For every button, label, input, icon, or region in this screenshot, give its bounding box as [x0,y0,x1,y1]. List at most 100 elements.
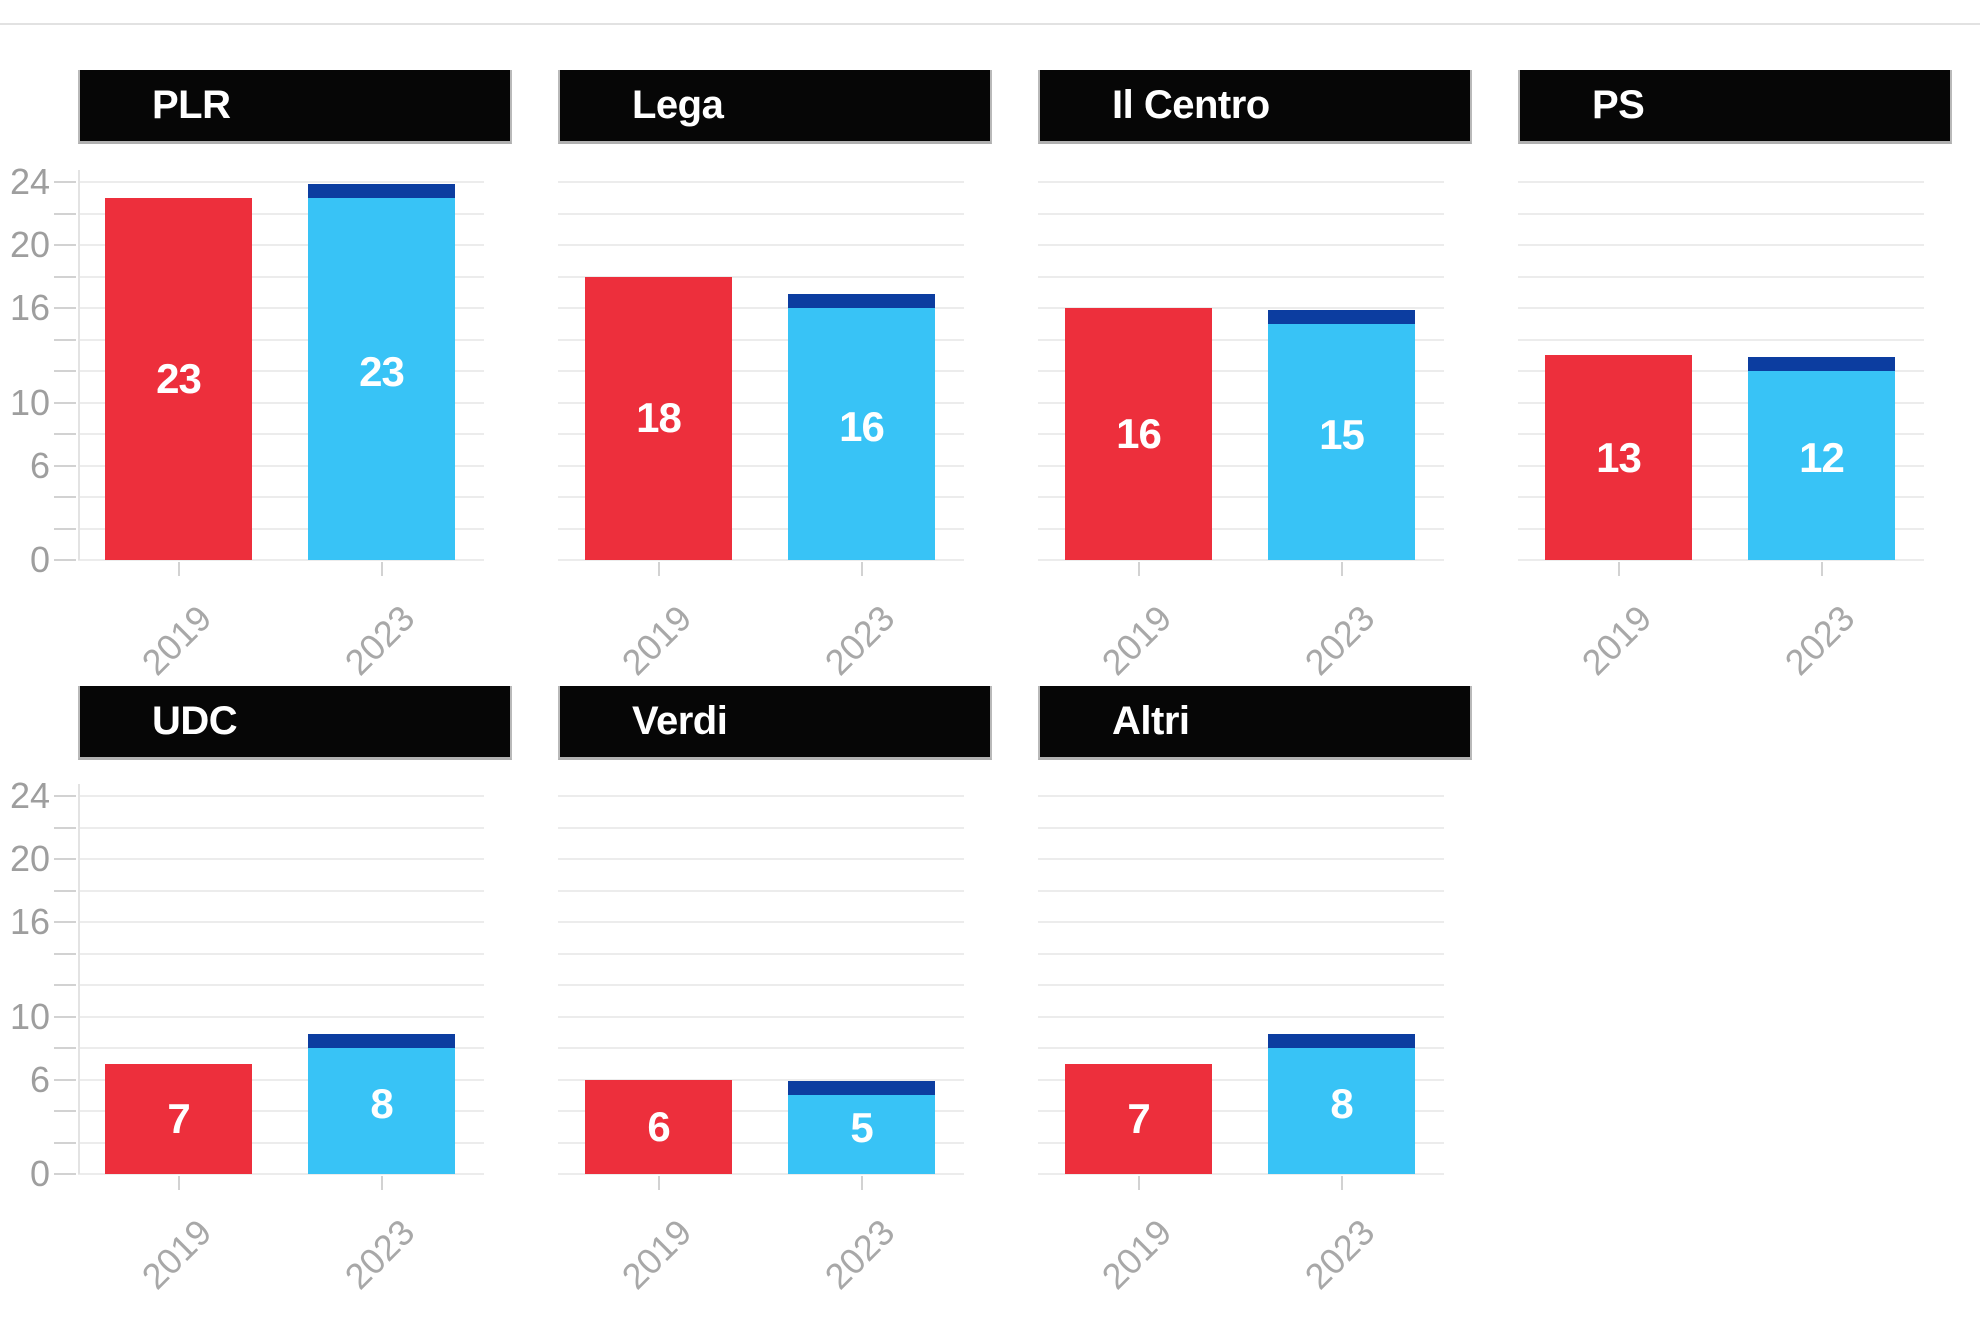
gridline [1518,401,1924,404]
y-axis-tick [54,889,76,892]
x-axis-tick [1340,562,1343,576]
x-axis-tick [177,1176,180,1190]
gridline [558,433,964,435]
bar-value-2023: 15 [1319,410,1365,458]
gridline [78,795,484,797]
gridline [558,1110,964,1112]
panel-plot: 16 15 2019 2023 [1038,166,1444,683]
y-axis-tick [54,1141,76,1144]
gridline [78,244,484,246]
gridline [1038,401,1444,404]
gridline [1038,307,1444,309]
gridline [78,370,484,372]
x-axis-tick [860,1176,863,1190]
y-axis-tick-label: 16 [9,287,50,328]
bar-2023: 15 [1268,309,1415,560]
gridline [1518,370,1924,372]
bar-2019: 23 [105,197,252,560]
x-axis-label: 2019 [1573,597,1659,683]
bar-2023: 23 [308,183,455,560]
bar-value-2023: 12 [1799,434,1845,482]
y-axis-tick-label: 6 [29,444,50,486]
y-axis-tick [54,338,76,341]
bar-2023-cap [308,1033,455,1048]
bar-value-2023: 5 [850,1103,873,1151]
y-axis-tick [54,181,76,183]
y-axis-tick [54,527,76,530]
y-axis-tick [54,1173,76,1175]
y-axis-tick [54,496,76,498]
bar-2023-cap [1268,1033,1415,1048]
gridline [78,984,484,986]
gridline [1038,1110,1444,1112]
gridline [1518,527,1924,530]
gridline [78,464,484,467]
gridline [558,370,964,372]
gridline [1038,181,1444,183]
panel-plot: 7 8 2019 2023 [1038,780,1444,1297]
gridline [558,858,964,860]
gridline [558,984,964,986]
gridline [78,307,484,309]
gridline [78,921,484,923]
bar-2019: 18 [585,276,732,560]
panel-title: UDC [152,699,238,743]
gridline [78,559,484,561]
y-axis-tick [54,275,76,278]
gridline [558,826,964,829]
bar-value-2019: 23 [156,354,202,402]
gridline [78,826,484,829]
y-axis-line [78,170,80,560]
panel-title-bar: PLR [78,70,512,144]
panel-title-bar: Lega [558,70,992,144]
bar-value-2023: 8 [1330,1079,1353,1127]
x-axis-tick [1617,562,1620,576]
gridline [558,275,964,278]
gridline [1038,889,1444,892]
x-axis-label: 2023 [1296,1211,1382,1297]
x-axis-tick [657,562,660,576]
bar-2023-cap [308,183,455,198]
gridline [78,1110,484,1112]
y-axis-tick-label: 6 [29,1058,50,1100]
gridline [558,889,964,892]
x-axis-tick [657,1176,660,1190]
gridline [1038,433,1444,435]
x-axis-label: 2023 [816,1211,902,1297]
gridline [78,1047,484,1049]
bar-2019: 13 [1545,355,1692,560]
bar-2023-cap [1268,309,1415,324]
gridline [1038,1173,1444,1175]
bar-value-2023: 8 [370,1079,393,1127]
gridline [78,433,484,435]
bar-value-2019: 6 [647,1102,670,1150]
bar-2019: 7 [1065,1063,1212,1174]
panel-title: Altri [1112,699,1190,743]
y-axis-tick-label: 10 [9,995,50,1037]
gridline [1038,338,1444,341]
panel-title: PLR [152,83,231,127]
y-axis-tick-label: 0 [29,1153,50,1194]
x-axis-tick [1137,1176,1140,1190]
gridline [1038,212,1444,215]
y-axis-tick-label: 16 [9,901,50,942]
gridline [558,1078,964,1081]
gridline [1038,370,1444,372]
gridline [1518,181,1924,183]
x-axis-label: 2023 [336,1211,422,1297]
x-axis-tick [860,562,863,576]
gridline [558,464,964,467]
y-axis-tick [54,952,76,955]
gridline [1038,275,1444,278]
gridline [1038,527,1444,530]
gridline [78,527,484,530]
gridline [1518,244,1924,246]
x-axis-label: 2019 [613,1211,699,1297]
gridline [1038,858,1444,860]
gridline [558,1047,964,1049]
gridline [78,952,484,955]
gridline [558,212,964,215]
panel-title: Verdi [632,699,728,743]
panel-title-bar: Il Centro [1038,70,1472,144]
